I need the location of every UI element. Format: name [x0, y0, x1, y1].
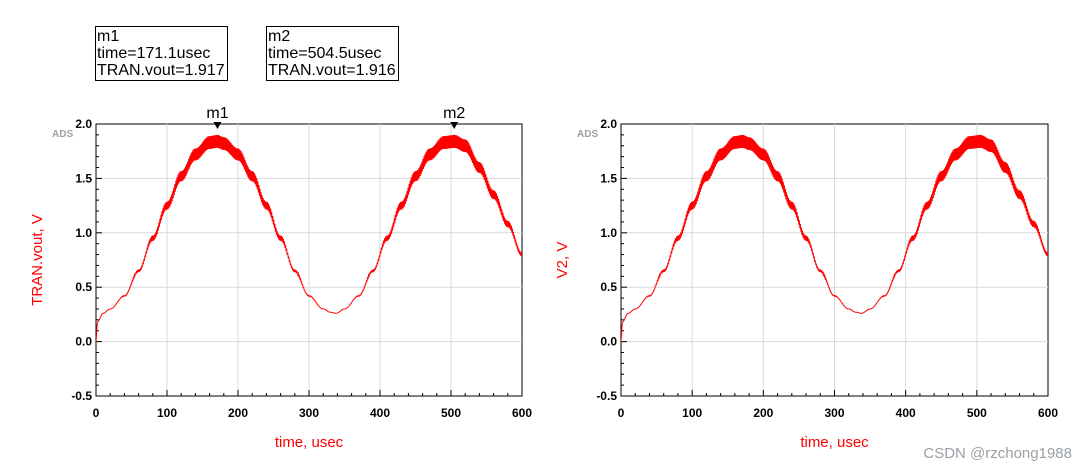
x-axis-label: time, usec: [800, 434, 869, 451]
series-line: [621, 134, 1048, 342]
marker-time: time=171.1usec: [97, 45, 211, 62]
x-tick-label: 100: [682, 406, 702, 420]
y-tick-label: 1.0: [75, 226, 92, 240]
y-axis-label: V2, V: [554, 242, 571, 279]
x-tick-label: 300: [824, 406, 844, 420]
x-tick-label: 400: [896, 406, 916, 420]
y-tick-label: -0.5: [71, 389, 92, 403]
y-tick-label: -0.5: [596, 389, 617, 403]
y-tick-label: 1.5: [75, 171, 92, 185]
y-tick-label: 0.0: [600, 335, 617, 349]
x-tick-label: 500: [967, 406, 987, 420]
y-tick-label: 2.0: [600, 117, 617, 131]
x-tick-label: 600: [1038, 406, 1058, 420]
marker-label-m2: m2: [443, 105, 465, 122]
marker-readout-m1: m1 time=171.1usec TRAN.vout=1.917: [95, 26, 228, 81]
y-tick-label: 2.0: [75, 117, 92, 131]
x-axis-label: time, usec: [275, 434, 344, 451]
marker-triangle-m2: [450, 122, 459, 129]
series-line: [96, 134, 522, 342]
y-axis-label: TRAN.vout, V: [29, 214, 46, 306]
marker-time: time=504.5usec: [268, 45, 382, 62]
y-tick-label: 0.0: [75, 335, 92, 349]
marker-name: m1: [97, 28, 120, 45]
ads-logo: ADS: [52, 129, 73, 140]
x-tick-label: 200: [228, 406, 248, 420]
marker-label-m1: m1: [206, 105, 228, 122]
x-tick-label: 0: [93, 406, 100, 420]
x-tick-label: 300: [299, 406, 319, 420]
y-tick-label: 0.5: [600, 280, 617, 294]
y-tick-label: 1.0: [600, 226, 617, 240]
x-tick-label: 0: [618, 406, 625, 420]
marker-readout-m2: m2 time=504.5usec TRAN.vout=1.916: [266, 26, 399, 81]
x-tick-label: 200: [753, 406, 773, 420]
watermark: CSDN @rzchong1988: [923, 445, 1072, 462]
y-tick-label: 0.5: [75, 280, 92, 294]
x-tick-label: 500: [441, 406, 461, 420]
marker-value: TRAN.vout=1.916: [268, 62, 396, 79]
x-tick-label: 600: [512, 406, 532, 420]
marker-name: m2: [268, 28, 291, 45]
x-tick-label: 400: [370, 406, 390, 420]
chart-1: 0 100 200 300 400 500 600 2.0 1.5 1.0 0.5 0.0 -0.5 AD…: [29, 105, 532, 451]
chart-2: 0 100 200 300 400 500 600 2.0 1.5 1.0 0.5 0.0 -0.5 AD…: [554, 117, 1058, 451]
y-tick-label: 1.5: [600, 171, 617, 185]
ads-logo: ADS: [577, 129, 598, 140]
x-tick-label: 100: [157, 406, 177, 420]
marker-value: TRAN.vout=1.917: [97, 62, 225, 79]
marker-triangle-m1: [213, 122, 222, 129]
